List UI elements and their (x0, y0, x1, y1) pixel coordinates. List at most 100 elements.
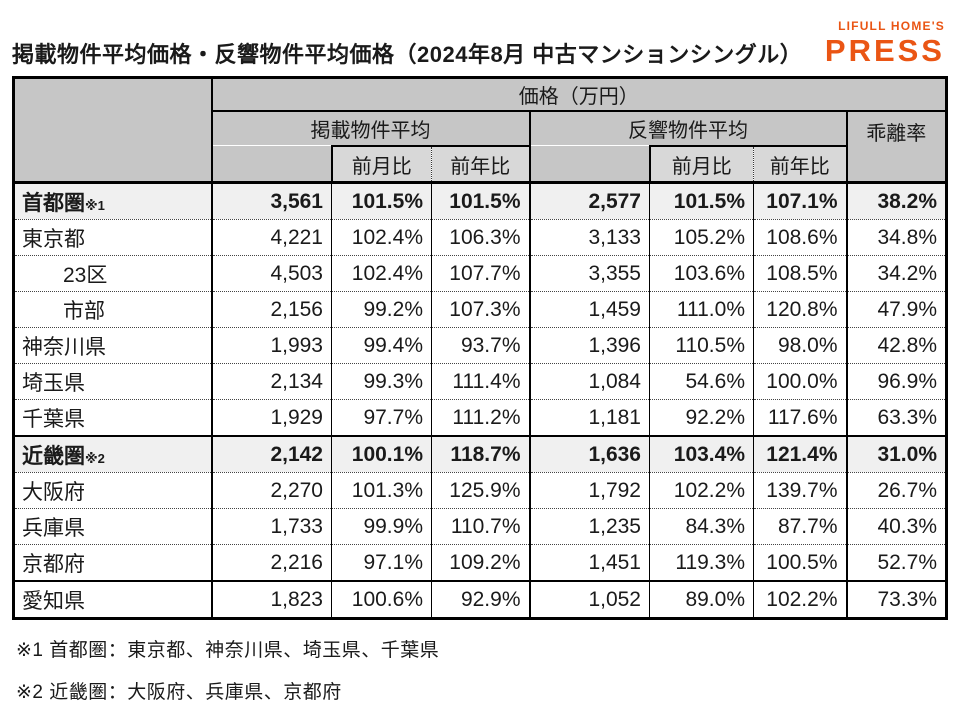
page-title: 掲載物件平均価格・反響物件平均価格（2024年8月 中古マンションシングル） (12, 42, 803, 67)
listed-avg-value: 1,823 (211, 580, 332, 619)
table-row: 東京都 4,221 102.4% 106.3% 3,133 105.2% 108.6% 34.… (13, 219, 947, 256)
table-row: 京都府 2,216 97.1% 109.2% 1,451 119.3% 100.5% 52.7… (13, 544, 947, 582)
listed-mom-value: 101.5% (331, 181, 432, 220)
response-avg-value: 1,396 (529, 327, 650, 364)
response-avg-value: 1,084 (529, 363, 650, 400)
table-row: 首都圏※1 3,561 101.5% 101.5% 2,577 101.5% 107.1% 3… (13, 181, 947, 220)
table-row: 神奈川県 1,993 99.4% 93.7% 1,396 110.5% 98.0% 42.8% (13, 327, 947, 364)
response-yoy-value: 139.7% (753, 472, 848, 509)
response-mom-value: 54.6% (649, 363, 754, 400)
listed-avg-value: 2,270 (211, 472, 332, 509)
divergence-value: 38.2% (846, 181, 947, 220)
header-listed-yoy: 前年比 (431, 145, 531, 184)
listed-mom-value: 102.4% (331, 219, 432, 256)
divergence-value: 31.0% (846, 435, 947, 473)
region-name: 23区 (63, 263, 108, 287)
footnotes: ※1 首都圏：東京都、神奈川県、埼玉県、千葉県 ※2 近畿圏：大阪府、兵庫県、京… (12, 635, 945, 704)
region-name: 首都圏 (22, 191, 85, 215)
listed-yoy-value: 110.7% (431, 508, 531, 545)
listed-avg-value: 1,993 (211, 327, 332, 364)
divergence-value: 73.3% (846, 580, 947, 619)
response-yoy-value: 100.5% (753, 544, 848, 582)
header-spacer (211, 146, 332, 184)
logo-product-text: PRESS (824, 33, 945, 68)
response-yoy-value: 121.4% (753, 435, 848, 473)
row-label: 埼玉県 (13, 363, 213, 400)
listed-avg-value: 4,503 (211, 255, 332, 292)
region-name: 東京都 (22, 227, 85, 251)
footnote-marker: ※2 (85, 450, 105, 466)
table-body: 首都圏※1 3,561 101.5% 101.5% 2,577 101.5% 107.1% 3… (13, 181, 947, 619)
response-mom-value: 110.5% (649, 327, 754, 364)
region-name: 大阪府 (22, 480, 85, 504)
listed-avg-value: 2,134 (211, 363, 332, 400)
region-name: 愛知県 (22, 589, 85, 613)
listed-avg-value: 2,156 (211, 291, 332, 328)
listed-mom-value: 100.6% (331, 580, 432, 619)
row-label: 東京都 (13, 219, 213, 256)
table-row: 近畿圏※2 2,142 100.1% 118.7% 1,636 103.4% 121.4% 3… (13, 435, 947, 473)
row-label: 京都府 (13, 544, 213, 582)
header-listed-mom: 前月比 (330, 145, 432, 184)
page: 掲載物件平均価格・反響物件平均価格（2024年8月 中古マンションシングル） L… (12, 0, 948, 704)
table-row: 埼玉県 2,134 99.3% 111.4% 1,084 54.6% 100.0% 96.9% (13, 363, 947, 400)
divergence-value: 34.2% (846, 255, 947, 292)
region-name: 京都府 (22, 552, 85, 576)
table-row: 大阪府 2,270 101.3% 125.9% 1,792 102.2% 139.7% 26.… (13, 472, 947, 509)
listed-avg-value: 3,561 (211, 181, 332, 220)
listed-yoy-value: 109.2% (431, 544, 531, 582)
header-response-yoy: 前年比 (753, 145, 848, 184)
listed-avg-value: 2,216 (211, 544, 332, 582)
response-mom-value: 89.0% (649, 580, 754, 619)
table-row: 千葉県 1,929 97.7% 111.2% 1,181 92.2% 117.6% 63.3% (13, 399, 947, 437)
header-response-mom: 前月比 (648, 145, 754, 184)
region-name: 兵庫県 (22, 516, 85, 540)
listed-yoy-value: 111.4% (431, 363, 531, 400)
response-yoy-value: 108.6% (753, 219, 848, 256)
page-header: 掲載物件平均価格・反響物件平均価格（2024年8月 中古マンションシングル） L… (12, 0, 945, 76)
region-name: 神奈川県 (22, 335, 106, 359)
response-avg-value: 3,133 (529, 219, 650, 256)
divergence-value: 42.8% (846, 327, 947, 364)
response-mom-value: 102.2% (649, 472, 754, 509)
divergence-value: 52.7% (846, 544, 947, 582)
response-yoy-value: 100.0% (753, 363, 848, 400)
table-row: 愛知県 1,823 100.6% 92.9% 1,052 89.0% 102.2% 73.3% (13, 580, 947, 619)
listed-avg-value: 2,142 (211, 435, 332, 473)
listed-avg-value: 4,221 (211, 219, 332, 256)
divergence-value: 40.3% (846, 508, 947, 545)
response-mom-value: 105.2% (649, 219, 754, 256)
listed-yoy-value: 118.7% (431, 435, 531, 473)
table-row: 兵庫県 1,733 99.9% 110.7% 1,235 84.3% 87.7% 40.3% (13, 508, 947, 545)
corner-cell (13, 77, 213, 184)
table-row: 市部 2,156 99.2% 107.3% 1,459 111.0% 120.8% 47.9% (13, 291, 947, 328)
response-avg-value: 2,577 (529, 181, 650, 220)
response-mom-value: 119.3% (649, 544, 754, 582)
divergence-value: 26.7% (846, 472, 947, 509)
response-avg-value: 1,052 (529, 580, 650, 619)
footnote-2: ※2 近畿圏：大阪府、兵庫県、京都府 (16, 682, 342, 703)
header-price-unit: 価格（万円） (211, 77, 947, 112)
row-label: 市部 (13, 291, 213, 328)
response-yoy-value: 87.7% (753, 508, 848, 545)
response-mom-value: 84.3% (649, 508, 754, 545)
divergence-value: 47.9% (846, 291, 947, 328)
response-mom-value: 92.2% (649, 399, 754, 437)
response-avg-value: 1,451 (529, 544, 650, 582)
listed-mom-value: 102.4% (331, 255, 432, 292)
listed-mom-value: 99.2% (331, 291, 432, 328)
listed-yoy-value: 107.7% (431, 255, 531, 292)
listed-mom-value: 97.1% (331, 544, 432, 582)
response-avg-value: 1,181 (529, 399, 650, 437)
listed-mom-value: 101.3% (331, 472, 432, 509)
listed-mom-value: 99.9% (331, 508, 432, 545)
table-header: 価格（万円） 掲載物件平均 反響物件平均 乖離率 前月比 前年比 前月比 前年比 (13, 77, 947, 184)
row-label: 大阪府 (13, 472, 213, 509)
footnote-1: ※1 首都圏：東京都、神奈川県、埼玉県、千葉県 (16, 640, 440, 661)
response-mom-value: 103.6% (649, 255, 754, 292)
response-avg-value: 1,235 (529, 508, 650, 545)
header-listed-avg: 掲載物件平均 (211, 111, 531, 146)
region-name: 埼玉県 (22, 371, 85, 395)
divergence-value: 96.9% (846, 363, 947, 400)
listed-yoy-value: 92.9% (431, 580, 531, 619)
